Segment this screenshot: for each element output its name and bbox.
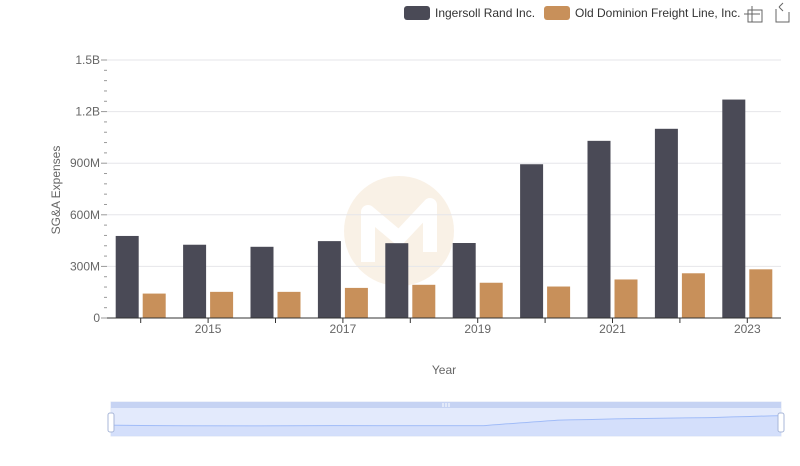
legend: Ingersoll Rand Inc. Old Dominion Freight… [404, 6, 740, 20]
x-tick-label: 2023 [734, 322, 761, 336]
grid-lines [107, 59, 781, 319]
y-axis-label: SG&A Expenses [49, 146, 63, 235]
bar-old-dominion-2020[interactable] [547, 286, 571, 318]
bar-old-dominion-2023[interactable] [749, 269, 773, 318]
x-tick-label: 2019 [464, 322, 491, 336]
y-tick-label: 0 [93, 311, 100, 325]
slider-handle-right[interactable] [777, 412, 785, 433]
legend-label: Ingersoll Rand Inc. [435, 6, 535, 20]
bar-old-dominion-2017[interactable] [344, 287, 368, 318]
x-tick-label: 2021 [599, 322, 626, 336]
legend-swatch [544, 6, 570, 20]
bar-ingersoll-rand-2018[interactable] [385, 243, 409, 318]
legend-item-old-dominion[interactable]: Old Dominion Freight Line, Inc. [544, 6, 740, 20]
bar-old-dominion-2022[interactable] [681, 273, 705, 318]
y-axis: 0 300M 600M 900M 1.2B 1.5B [70, 53, 107, 325]
x-axis: 2015 2017 2019 2021 2023 [107, 317, 781, 336]
bar-ingersoll-rand-2014[interactable] [115, 235, 139, 318]
legend-label: Old Dominion Freight Line, Inc. [575, 6, 740, 20]
bar-old-dominion-2018[interactable] [412, 284, 436, 318]
legend-item-ingersoll-rand[interactable]: Ingersoll Rand Inc. [404, 6, 535, 20]
bars [115, 99, 773, 318]
x-tick-label: 2015 [195, 322, 222, 336]
bar-ingersoll-rand-2019[interactable] [452, 243, 476, 318]
bar-ingersoll-rand-2015[interactable] [183, 244, 207, 318]
bar-ingersoll-rand-2016[interactable] [250, 246, 274, 318]
bar-old-dominion-2015[interactable] [210, 291, 234, 318]
bar-ingersoll-rand-2023[interactable] [722, 99, 746, 318]
bar-old-dominion-2016[interactable] [277, 291, 301, 318]
bar-ingersoll-rand-2020[interactable] [520, 164, 544, 318]
x-axis-label: Year [432, 363, 456, 377]
watermark-logo [344, 176, 454, 286]
slider-handle-left[interactable] [107, 412, 115, 433]
y-tick-label: 900M [70, 156, 100, 170]
x-tick-label: 2017 [330, 322, 357, 336]
slider-grip-icon [442, 403, 450, 407]
legend-swatch [404, 6, 430, 20]
y-tick-label: 300M [70, 259, 100, 273]
bar-old-dominion-2019[interactable] [479, 282, 503, 318]
zoom-icon[interactable] [744, 6, 763, 23]
bar-ingersoll-rand-2021[interactable] [587, 140, 611, 318]
bar-old-dominion-2014[interactable] [142, 293, 166, 318]
slider-preview-area [111, 415, 781, 436]
restore-icon[interactable] [775, 2, 790, 23]
y-tick-label: 1.5B [75, 53, 100, 67]
y-tick-label: 600M [70, 208, 100, 222]
bar-ingersoll-rand-2017[interactable] [317, 241, 341, 318]
y-tick-label: 1.2B [75, 105, 100, 119]
bar-old-dominion-2021[interactable] [614, 279, 638, 318]
bar-ingersoll-rand-2022[interactable] [654, 128, 678, 318]
data-zoom-slider[interactable] [107, 401, 785, 437]
